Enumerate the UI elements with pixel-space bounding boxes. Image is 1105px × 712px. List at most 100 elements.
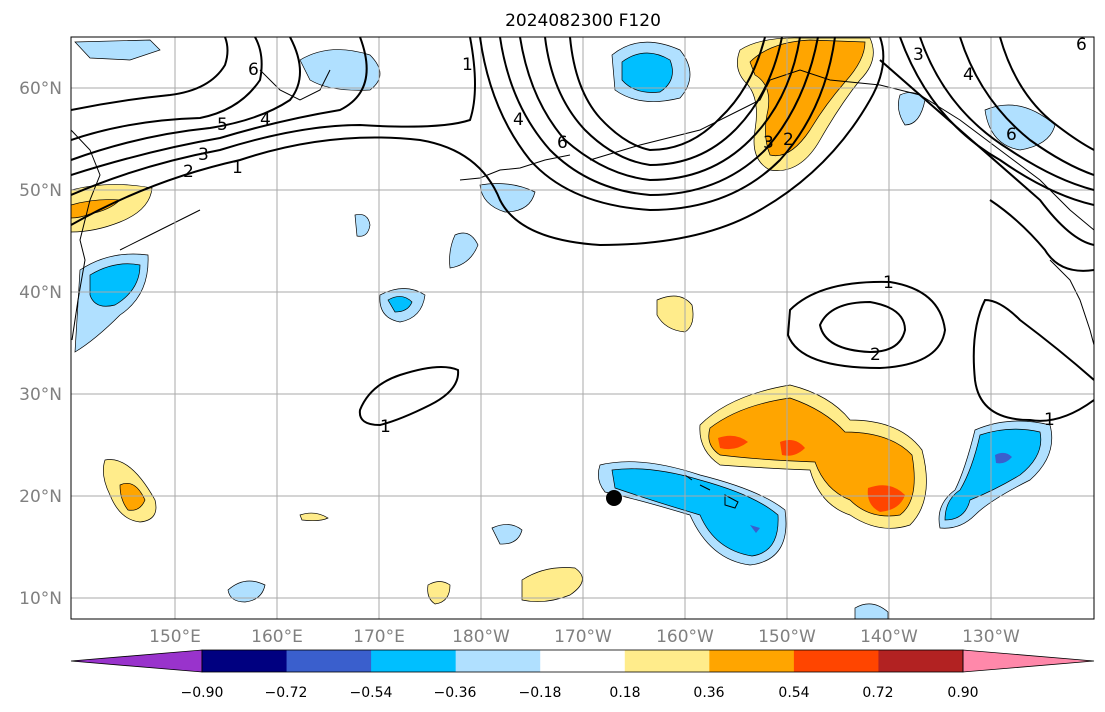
colorbar-segment: [455, 650, 541, 672]
anomaly-region: [449, 232, 479, 269]
colorbar-tick-label: −0.54: [350, 685, 393, 701]
lon-label: 150°E: [149, 627, 201, 647]
contour-line: [959, 37, 1094, 176]
anomaly-region: [387, 296, 413, 313]
contour-label: 5: [217, 115, 228, 135]
colorbar-tick-label: −0.90: [181, 685, 224, 701]
colorbar-extend-low: [70, 649, 203, 673]
coastline-kamchatka: [259, 69, 331, 101]
anomaly-region: [227, 580, 266, 603]
colorbar-tick-label: 0.54: [778, 685, 809, 701]
anomaly-region: [491, 524, 523, 545]
colorbar-segment: [371, 650, 457, 672]
colorbar-tick-label: 0.72: [862, 685, 893, 701]
anomaly-region: [299, 512, 329, 522]
anomaly-region: [427, 581, 451, 605]
colorbar: [70, 649, 1095, 673]
contour-label: 6: [1006, 125, 1017, 145]
contour-label: 6: [557, 133, 568, 153]
latitude-labels: 60°N 50°N 40°N 30°N 20°N 10°N: [19, 79, 62, 609]
coastline-kurils: [119, 209, 201, 251]
lon-label: 180°W: [452, 627, 510, 647]
contour-line: [989, 199, 1094, 272]
colorbar-labels: −0.90 −0.72 −0.54 −0.36 −0.18 0.18 0.36 …: [181, 685, 979, 701]
colorbar-frame: [201, 649, 964, 673]
colorbar-segment: [793, 650, 879, 672]
lon-label: 130°W: [962, 627, 1020, 647]
coastline-na-west: [1049, 259, 1094, 346]
colorbar-tick-label: −0.36: [434, 685, 477, 701]
anomaly-region: [944, 428, 1042, 521]
shading-positive: [71, 37, 927, 605]
contour-label: 4: [963, 65, 974, 85]
lat-label: 30°N: [19, 385, 62, 405]
contour-line: [786, 280, 947, 370]
lat-label: 20°N: [19, 487, 62, 507]
coastline-asia: [71, 129, 101, 341]
anomaly-region: [780, 440, 805, 456]
contour-line: [569, 37, 766, 152]
contour-label: 3: [763, 133, 774, 153]
contour-label: 2: [183, 162, 194, 182]
lat-label: 10°N: [19, 589, 62, 609]
contour-line: [818, 300, 907, 354]
lon-label: 150°W: [758, 627, 816, 647]
lon-label: 170°E: [353, 627, 405, 647]
anomaly-region: [898, 92, 926, 126]
colorbar-extend-high: [962, 649, 1095, 673]
colorbar-tick-label: −0.18: [519, 685, 562, 701]
colorbar-segment: [286, 650, 372, 672]
contour-line: [519, 37, 801, 182]
anomaly-region: [521, 567, 583, 602]
anomaly-region: [750, 525, 760, 533]
location-marker: [606, 490, 622, 506]
contour-label: 6: [248, 60, 259, 80]
lon-label: 140°W: [860, 627, 918, 647]
contours: [71, 37, 1094, 427]
shading-negative: [74, 39, 1056, 619]
coastline-hawaii: [684, 474, 739, 509]
lat-label: 50°N: [19, 181, 62, 201]
anomaly-region: [708, 397, 915, 517]
contour-label: 1: [1044, 410, 1055, 430]
anomaly-region: [479, 183, 536, 213]
contour-line: [544, 37, 783, 167]
contour-line: [71, 37, 263, 141]
contour-label: 1: [462, 55, 473, 75]
contour-line: [919, 37, 1094, 191]
anomaly-region: [718, 435, 748, 450]
colorbar-segment: [709, 650, 795, 672]
colorbar-tick-label: 0.18: [609, 685, 640, 701]
lon-label: 160°E: [251, 627, 303, 647]
anomaly-region: [74, 39, 161, 61]
contour-line: [479, 37, 836, 212]
contour-label: 2: [783, 130, 794, 150]
longitude-labels: 150°E 160°E 170°E 180°W 170°W 160°W 150°…: [149, 627, 1020, 647]
colorbar-segment: [624, 650, 710, 672]
anomaly-region: [119, 482, 146, 511]
contour-label: 4: [513, 110, 524, 130]
anomaly-region: [995, 452, 1012, 464]
contour-label: 3: [198, 145, 209, 165]
anomaly-region: [354, 214, 371, 237]
contour-line: [972, 298, 1094, 422]
anomaly-region: [621, 52, 673, 93]
contour-line: [71, 37, 368, 176]
contour-label: 4: [260, 110, 271, 130]
colorbar-tick-label: −0.72: [265, 685, 308, 701]
colorbar-tick-label: 0.36: [693, 685, 724, 701]
contour-line: [71, 37, 476, 196]
contour-labels: 1 2 3 4 5 6 1 4 6 3 2 3 4 6 6 1 2 1 1: [183, 35, 1087, 437]
contour-line: [999, 37, 1094, 151]
map-title: 2024082300 F120: [505, 11, 661, 31]
contour-label: 1: [883, 273, 894, 293]
map-area: [71, 37, 1094, 619]
colorbar-segment: [540, 650, 626, 672]
anomaly-region: [984, 104, 1056, 151]
contour-line: [71, 37, 885, 247]
contour-line: [71, 37, 301, 161]
anomaly-region: [749, 39, 866, 157]
anomaly-region: [89, 263, 141, 307]
anomaly-region: [611, 468, 779, 557]
